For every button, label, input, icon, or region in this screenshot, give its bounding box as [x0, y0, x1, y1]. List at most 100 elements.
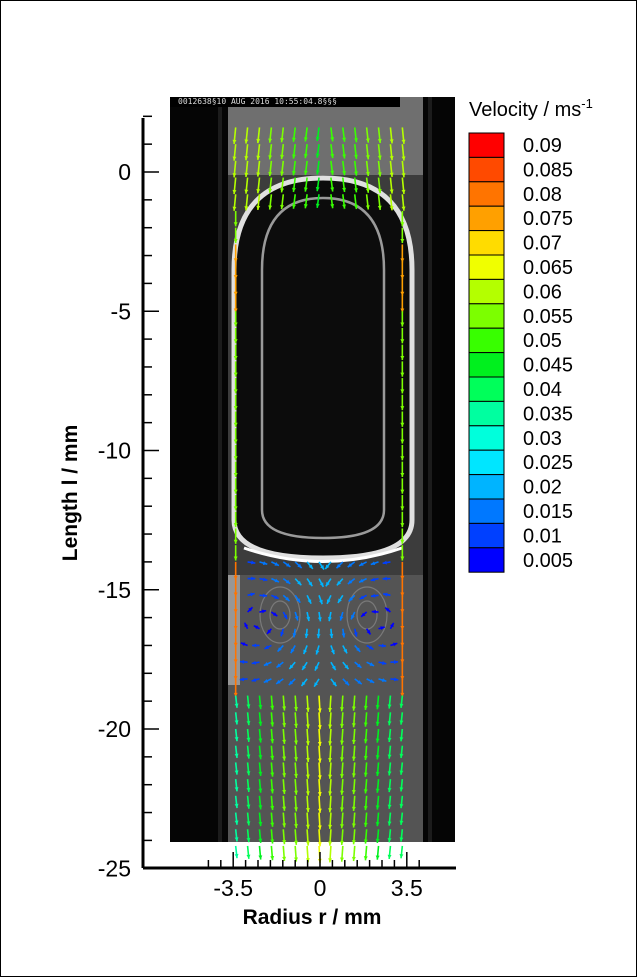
velocity-vector: [233, 645, 238, 664]
velocity-vector: [363, 695, 368, 711]
x-axis-title: Radius r / mm: [243, 906, 382, 929]
velocity-vector: [233, 478, 238, 494]
velocity-vector: [270, 812, 275, 827]
velocity-vector: [400, 495, 405, 511]
velocity-vector: [258, 728, 263, 743]
velocity-vector: [313, 678, 320, 688]
velocity-vector: [330, 177, 335, 192]
velocity-vector: [258, 712, 263, 726]
velocity-vector: [246, 762, 251, 776]
velocity-vector: [328, 745, 333, 763]
velocity-vector: [365, 160, 370, 177]
velocity-vector: [233, 277, 238, 296]
velocity-vector: [234, 829, 239, 842]
velocity-vector: [232, 127, 237, 145]
velocity-vector: [363, 845, 368, 861]
velocity-vector: [318, 595, 323, 605]
velocity-vector: [268, 194, 273, 210]
velocity-vector: [363, 779, 368, 794]
velocity-vector: [259, 593, 268, 598]
velocity-vector: [351, 712, 356, 728]
velocity-vector: [354, 644, 361, 653]
legend-label: 0.015: [523, 501, 573, 523]
velocity-vector: [400, 662, 405, 681]
velocity-vector: [294, 795, 298, 812]
velocity-vector: [360, 611, 368, 618]
velocity-vector: [246, 845, 251, 859]
velocity-vector: [233, 595, 238, 614]
velocity-vector: [399, 695, 404, 708]
velocity-vector: [342, 144, 347, 159]
velocity-vector: [389, 194, 394, 211]
velocity-vector: [270, 745, 275, 761]
legend-swatch: [468, 474, 505, 500]
velocity-vector: [244, 194, 249, 211]
velocity-vector: [329, 628, 334, 639]
velocity-vector: [256, 160, 261, 177]
velocity-vector: [370, 561, 379, 566]
velocity-vector: [400, 545, 405, 561]
legend-label: 0.045: [523, 355, 573, 377]
velocity-vector: [258, 795, 263, 810]
legend-swatch: [468, 303, 505, 329]
velocity-vector: [282, 712, 287, 728]
velocity-vector: [233, 628, 238, 647]
velocity-vector: [294, 695, 298, 712]
velocity-vector: [378, 678, 387, 682]
velocity-vector: [280, 194, 285, 210]
velocity-vector: [324, 561, 332, 570]
velocity-vector: [305, 829, 310, 846]
velocity-vector: [353, 628, 358, 637]
velocity-vector: [400, 327, 405, 344]
velocity-vector: [378, 643, 386, 648]
velocity-vector: [282, 845, 287, 861]
velocity-vector: [375, 779, 380, 793]
velocity-vector: [383, 592, 391, 597]
velocity-vector: [340, 728, 344, 745]
velocity-vector: [243, 622, 249, 630]
velocity-vector: [387, 712, 392, 726]
velocity-vector: [370, 577, 379, 582]
velocity-vector: [232, 177, 237, 195]
velocity-vector: [375, 812, 380, 827]
velocity-vector: [233, 394, 238, 411]
velocity-vector: [375, 728, 380, 743]
velocity-vector: [234, 779, 239, 792]
velocity-vector: [292, 127, 296, 142]
velocity-vector: [348, 594, 356, 602]
velocity-vector: [282, 561, 291, 568]
velocity-vector: [233, 311, 238, 327]
velocity-vector: [384, 606, 391, 613]
velocity-vector: [377, 160, 382, 177]
velocity-vector: [282, 611, 288, 620]
velocity-vector: [305, 762, 310, 779]
velocity-vector: [315, 160, 320, 175]
velocity-vector: [233, 244, 238, 263]
velocity-vector: [256, 177, 261, 194]
legend-label: 0.03: [523, 428, 562, 450]
legend-label: 0.075: [523, 208, 573, 230]
velocity-vector: [314, 661, 320, 671]
velocity-vector: [233, 612, 238, 631]
velocity-vector: [282, 745, 287, 761]
velocity-vector: [353, 160, 358, 176]
velocity-vector: [328, 795, 333, 813]
velocity-vector: [400, 227, 405, 244]
velocity-vector: [302, 645, 308, 655]
velocity-vector: [270, 829, 275, 844]
velocity-vector: [387, 695, 392, 709]
velocity-vector: [400, 361, 405, 377]
velocity-vector: [342, 645, 348, 654]
velocity-vector: [401, 177, 406, 195]
velocity-vector: [270, 695, 275, 710]
velocity-vector: [375, 695, 380, 710]
velocity-vector: [317, 762, 322, 780]
velocity-vector: [389, 144, 394, 161]
velocity-vector: [366, 644, 374, 651]
y-axis: 0 -5 -10 -15 -20 -25: [98, 115, 159, 881]
velocity-vector: [326, 594, 332, 605]
velocity-vector: [280, 160, 285, 176]
velocity-vector: [290, 645, 296, 654]
velocity-vector: [270, 845, 275, 861]
velocity-vector: [363, 812, 368, 827]
